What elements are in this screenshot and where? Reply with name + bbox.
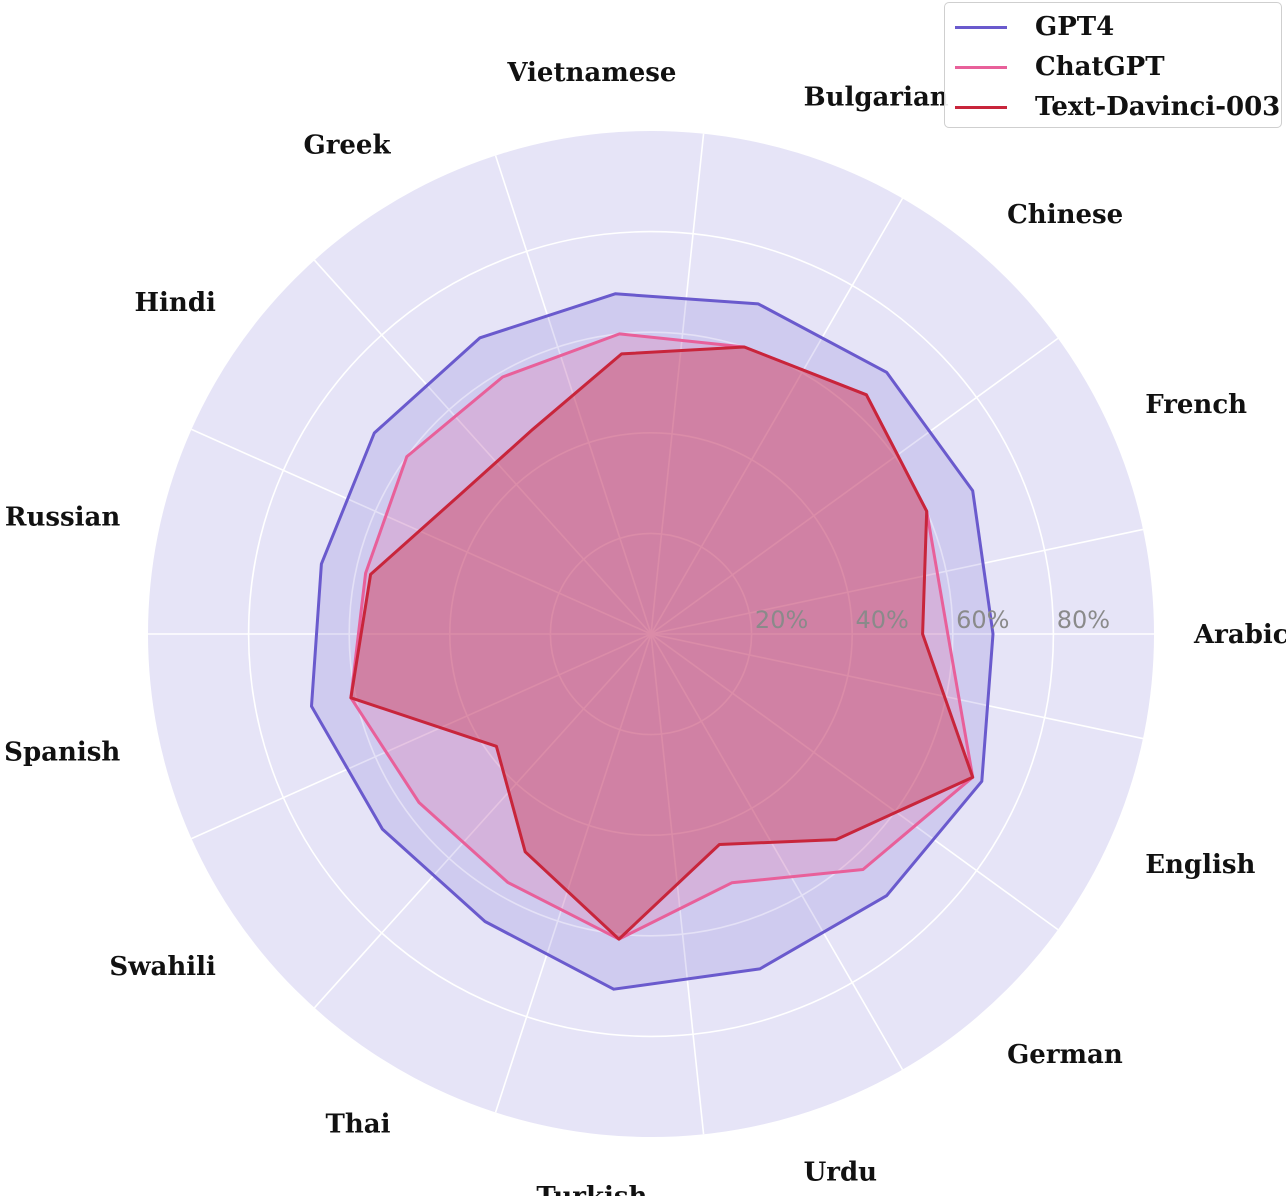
grid-spoke <box>313 633 652 1009</box>
legend-item-chatgpt: ChatGPT <box>955 49 1165 85</box>
legend-swatch-chatgpt <box>955 65 1007 69</box>
grid-spoke <box>191 428 652 635</box>
grid-spoke <box>191 633 652 840</box>
radial-tick-label: 40% <box>856 606 909 634</box>
category-label-french: French <box>1145 390 1247 420</box>
series-line-gpt4 <box>310 292 995 991</box>
legend-label-gpt4: GPT4 <box>1035 12 1115 42</box>
legend-swatch-text-davinci-003 <box>955 105 1007 109</box>
grid-spoke <box>650 633 1059 931</box>
grid-spoke <box>650 528 1144 635</box>
category-label-swahili: Swahili <box>109 952 216 982</box>
category-label-greek: Greek <box>303 131 391 161</box>
category-label-spanish: Spanish <box>4 738 120 768</box>
legend-label-text-davinci-003: Text-Davinci-003 <box>1035 92 1281 122</box>
category-label-hindi: Hindi <box>134 288 216 318</box>
legend-swatch-gpt4 <box>955 25 1007 29</box>
grid-spoke <box>650 337 1059 635</box>
grid-spoke <box>650 633 1144 740</box>
category-label-vietnamese: Vietnamese <box>506 58 676 88</box>
legend-label-chatgpt: ChatGPT <box>1035 52 1165 82</box>
grid-spoke <box>650 133 705 635</box>
category-label-russian: Russian <box>5 503 121 533</box>
category-label-arabic: Arabic <box>1193 620 1286 650</box>
category-label-thai: Thai <box>326 1109 391 1139</box>
grid-spoke <box>650 197 904 635</box>
radial-tick-label: 80% <box>1057 606 1110 634</box>
category-label-turkish: Turkish <box>536 1182 647 1196</box>
category-label-german: German <box>1007 1040 1123 1070</box>
legend-item-gpt4: GPT4 <box>955 9 1114 45</box>
category-label-english: English <box>1145 850 1255 880</box>
legend: GPT4 ChatGPT Text-Davinci-003 <box>944 2 1282 128</box>
category-label-chinese: Chinese <box>1007 200 1123 230</box>
radial-tick-label: 20% <box>755 606 808 634</box>
series-fill-gpt4 <box>311 293 993 990</box>
grid-spoke <box>494 633 652 1113</box>
series-fill-text-davinci-003 <box>350 347 973 940</box>
category-label-urdu: Urdu <box>804 1157 878 1187</box>
series-line-text-davinci-003 <box>349 345 975 941</box>
radial-tick-label: 60% <box>956 606 1009 634</box>
legend-item-text-davinci-003: Text-Davinci-003 <box>955 89 1280 125</box>
category-label-bulgarian: Bulgarian <box>804 83 949 113</box>
grid-spoke <box>313 259 652 635</box>
grid-spoke <box>650 633 904 1071</box>
